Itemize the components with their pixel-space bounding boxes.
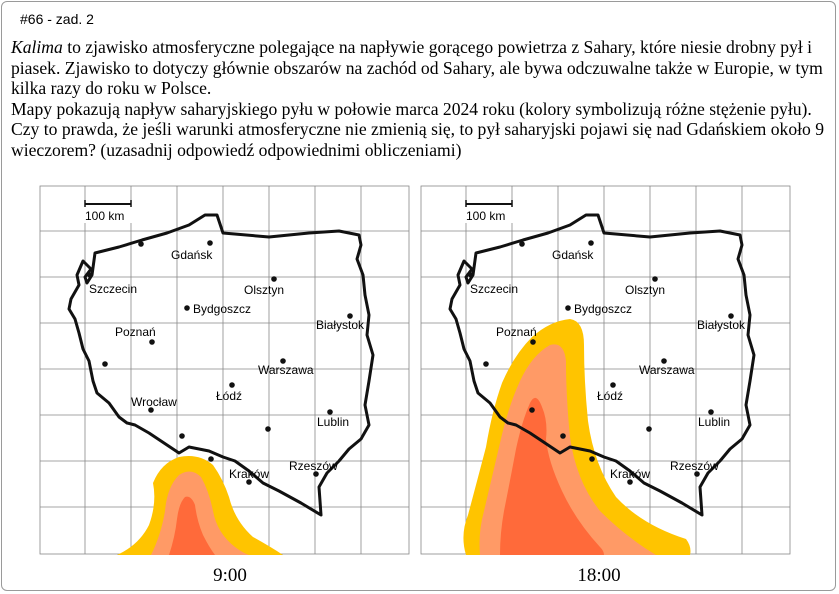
city-label-lublin: Lublin <box>698 415 730 429</box>
city-label-bydgoszcz: Bydgoszcz <box>574 302 632 316</box>
city-label-poznan: Poznań <box>115 325 156 339</box>
map-time-9-00: 9:00 <box>213 565 247 586</box>
map-18-00: Gdańsk Szczecin Olsztyn Bydgoszcz Białys… <box>420 185 791 555</box>
city-label-warszawa: Warszawa <box>639 363 695 377</box>
city-labels: Gdańsk Szczecin Olsztyn Bydgoszcz Białys… <box>89 248 365 481</box>
city-label-lodz: Łódź <box>597 389 623 403</box>
city-label-krakow: Kraków <box>610 467 650 481</box>
task-label: #66 - zad. 2 <box>20 11 94 27</box>
map-9-00: Gdańsk Szczecin Olsztyn Bydgoszcz Białys… <box>39 185 410 555</box>
dust-high <box>500 397 604 555</box>
city-label-olsztyn: Olsztyn <box>244 283 284 297</box>
city-label-lublin: Lublin <box>317 415 349 429</box>
dust-plume <box>463 319 691 555</box>
city-label-krakow: Kraków <box>229 467 269 481</box>
city-label-warszawa: Warszawa <box>258 363 314 377</box>
city-label-gdansk: Gdańsk <box>171 248 213 262</box>
city-label-olsztyn: Olsztyn <box>625 283 665 297</box>
city-label-bydgoszcz: Bydgoszcz <box>193 302 251 316</box>
city-label-wroclaw: Wrocław <box>131 395 177 409</box>
poland-border <box>67 213 375 517</box>
scale-label: 100 km <box>466 209 505 223</box>
scale-bar: 100 km <box>84 200 132 223</box>
city-label-bialystok: Białystok <box>697 318 746 332</box>
city-label-lodz: Łódź <box>216 389 242 403</box>
term-kalima: Kalima <box>11 37 63 57</box>
dust-high <box>169 496 215 555</box>
map-time-18-00: 18:00 <box>577 565 621 586</box>
city-label-rzeszow: Rzeszów <box>670 459 719 473</box>
city-label-szczecin: Szczecin <box>470 282 518 296</box>
task-text: Kalima to zjawisko atmosferyczne polegaj… <box>11 37 833 161</box>
city-labels: Gdańsk Szczecin Olsztyn Bydgoszcz Białys… <box>470 248 746 481</box>
paragraph-intro: Kalima to zjawisko atmosferyczne polegaj… <box>11 37 833 99</box>
poland-border <box>448 213 756 517</box>
dust-plume <box>117 456 283 555</box>
paragraph-question: Mapy pokazują napływ saharyjskiego pyłu … <box>11 98 824 160</box>
city-dots <box>468 240 734 485</box>
city-label-poznan: Poznań <box>496 325 537 339</box>
city-label-rzeszow: Rzeszów <box>289 459 338 473</box>
scale-bar: 100 km <box>465 200 513 223</box>
city-label-bialystok: Białystok <box>316 318 365 332</box>
city-label-szczecin: Szczecin <box>89 282 137 296</box>
scale-label: 100 km <box>85 209 124 223</box>
city-label-gdansk: Gdańsk <box>552 248 594 262</box>
intro-rest: to zjawisko atmosferyczne polegające na … <box>11 37 823 99</box>
city-dots <box>87 240 353 485</box>
